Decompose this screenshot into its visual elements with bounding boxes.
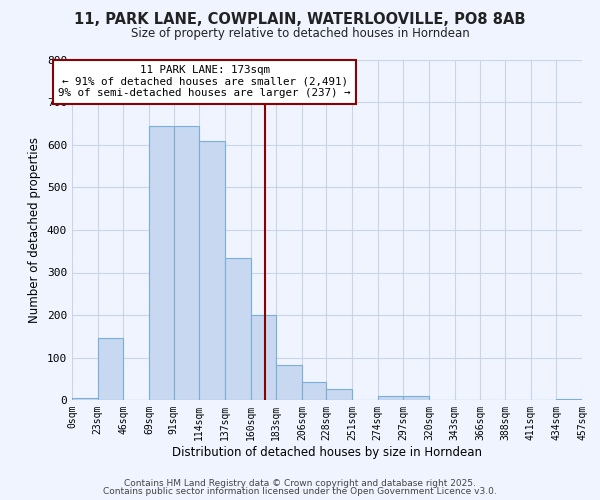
Bar bbox=[173, 126, 199, 400]
Bar bbox=[72, 398, 98, 400]
Bar bbox=[276, 364, 302, 400]
Bar bbox=[302, 382, 326, 400]
Text: Contains HM Land Registry data © Crown copyright and database right 2025.: Contains HM Land Registry data © Crown c… bbox=[124, 478, 476, 488]
X-axis label: Distribution of detached houses by size in Horndean: Distribution of detached houses by size … bbox=[172, 446, 482, 458]
Bar bbox=[225, 258, 251, 400]
Text: 11, PARK LANE, COWPLAIN, WATERLOOVILLE, PO8 8AB: 11, PARK LANE, COWPLAIN, WATERLOOVILLE, … bbox=[74, 12, 526, 28]
Bar bbox=[149, 126, 173, 400]
Bar bbox=[556, 398, 582, 400]
Text: Size of property relative to detached houses in Horndean: Size of property relative to detached ho… bbox=[131, 28, 469, 40]
Bar bbox=[199, 140, 225, 400]
Bar bbox=[326, 388, 352, 400]
Bar bbox=[251, 315, 276, 400]
Bar bbox=[403, 396, 429, 400]
Bar bbox=[98, 338, 124, 400]
Text: Contains public sector information licensed under the Open Government Licence v3: Contains public sector information licen… bbox=[103, 487, 497, 496]
Bar bbox=[378, 396, 403, 400]
Text: 11 PARK LANE: 173sqm
← 91% of detached houses are smaller (2,491)
9% of semi-det: 11 PARK LANE: 173sqm ← 91% of detached h… bbox=[58, 65, 351, 98]
Y-axis label: Number of detached properties: Number of detached properties bbox=[28, 137, 41, 323]
